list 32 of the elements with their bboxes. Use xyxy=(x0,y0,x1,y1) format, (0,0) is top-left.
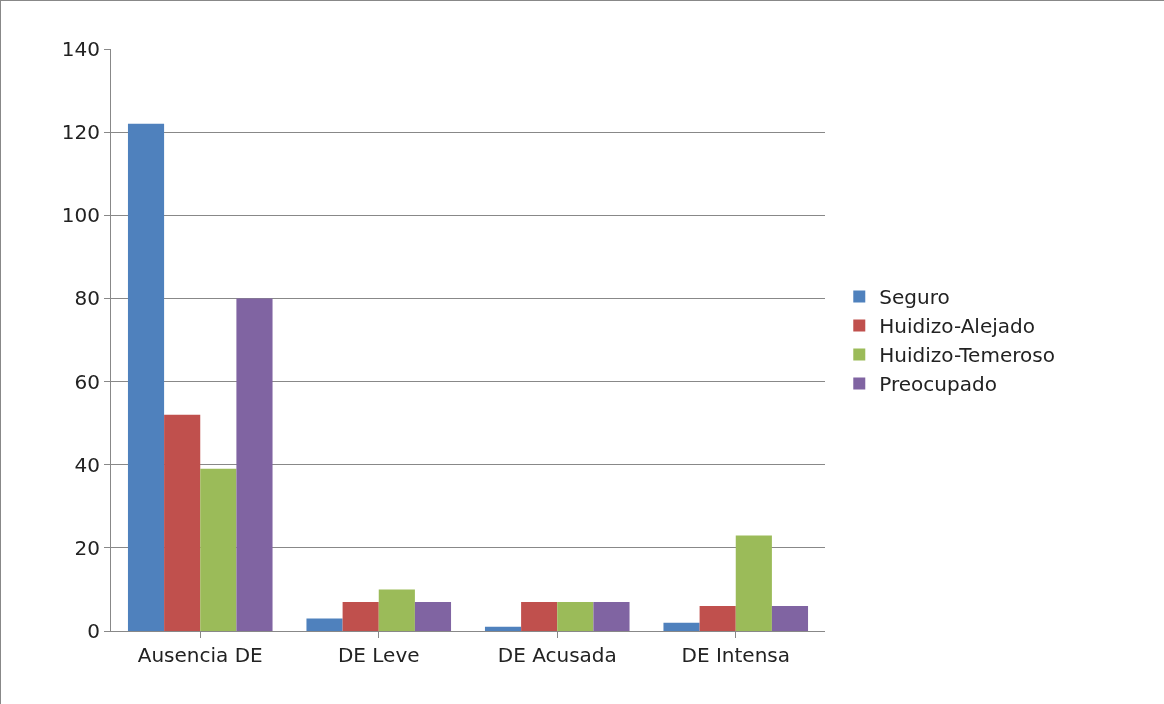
x-tick-label: DE Leve xyxy=(337,643,420,667)
bar xyxy=(306,618,343,631)
bar xyxy=(342,601,379,631)
y-tick-label: 100 xyxy=(61,203,100,228)
bar xyxy=(557,601,594,631)
legend-label: Seguro xyxy=(879,285,950,310)
y-tick-label: 120 xyxy=(61,120,100,145)
bar xyxy=(593,601,630,631)
y-tick-label: 20 xyxy=(74,535,100,560)
bar xyxy=(236,298,273,631)
x-tick-label: DE Intensa xyxy=(681,643,790,667)
legend-label: Preocupado xyxy=(879,372,997,397)
bar xyxy=(663,622,700,631)
bar xyxy=(699,606,736,631)
y-tick-label: 140 xyxy=(61,37,100,61)
bar xyxy=(484,626,522,631)
y-tick-label: 80 xyxy=(74,286,100,311)
y-tick-label: 40 xyxy=(74,452,100,477)
bar xyxy=(521,601,558,631)
bar xyxy=(378,589,415,631)
bar xyxy=(127,123,165,631)
bar xyxy=(200,468,237,631)
bar xyxy=(771,606,809,631)
x-tick-label: DE Acusada xyxy=(497,643,617,667)
x-tick-label: Ausencia DE xyxy=(137,643,263,667)
bar xyxy=(164,414,201,631)
legend-label: Huidizo-Temeroso xyxy=(879,343,1055,368)
y-tick-label: 60 xyxy=(74,369,100,394)
y-tick-label: 0 xyxy=(87,619,100,643)
bar xyxy=(735,535,772,631)
bar xyxy=(414,601,452,631)
legend-label: Huidizo-Alejado xyxy=(879,314,1035,339)
